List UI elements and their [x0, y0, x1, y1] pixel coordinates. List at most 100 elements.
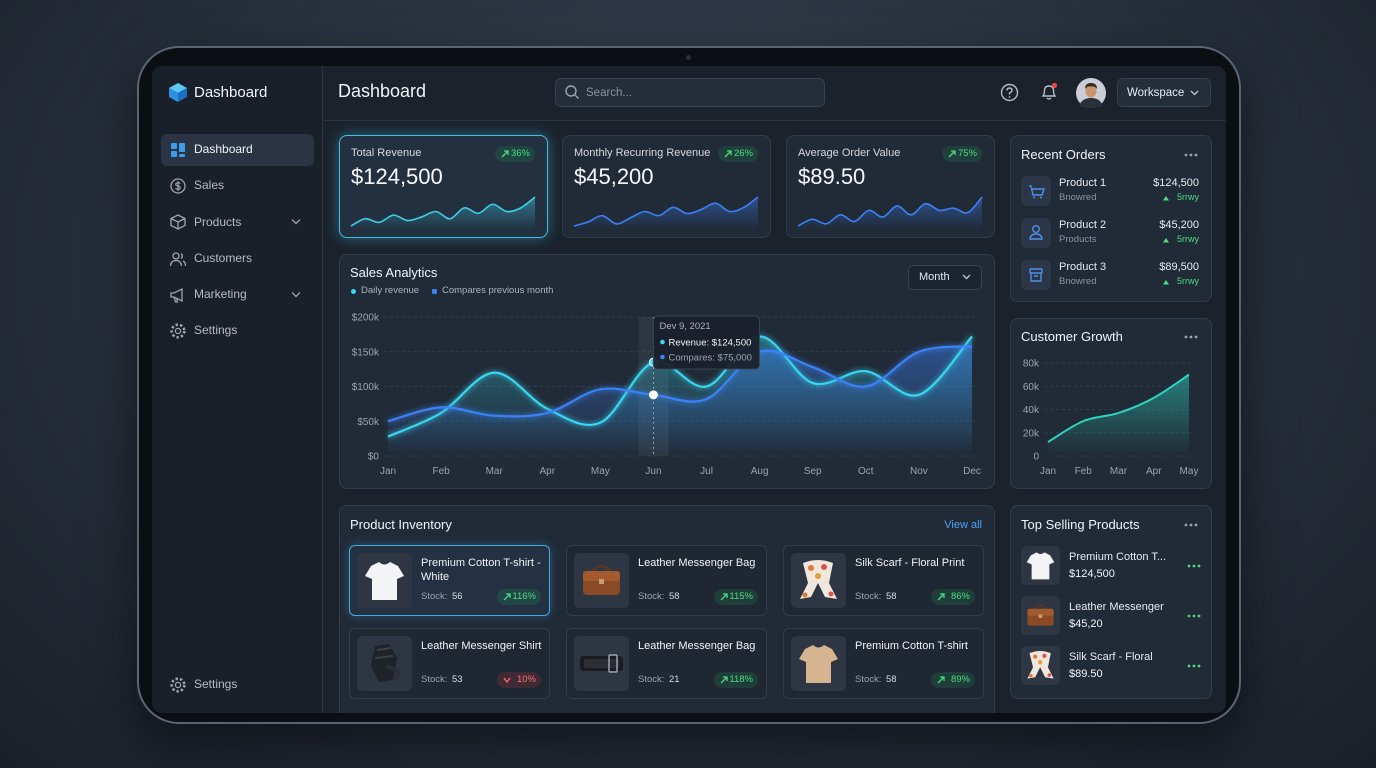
nav-label: Sales [194, 178, 225, 193]
order-sub: Bnowred [1059, 191, 1097, 203]
change-pill [497, 589, 541, 605]
nav-icon [170, 214, 186, 231]
more-menu-part [1192, 664, 1196, 668]
change-pill [714, 589, 758, 605]
stock-value: 53 [452, 673, 463, 685]
product-name: Premium Cotton T... [1069, 550, 1166, 563]
nav-label: Products [194, 214, 242, 229]
more-menu-part [1197, 614, 1201, 618]
search-icon-part [565, 85, 577, 97]
nav-icon-part [180, 252, 187, 266]
notifications-button-part [1041, 85, 1057, 100]
help-button-part [1006, 87, 1013, 95]
workspace-button[interactable] [1117, 78, 1211, 107]
change-value: 115% [729, 590, 753, 602]
search-icon-part [574, 94, 579, 99]
more-menu-part [1189, 523, 1193, 527]
change-pill [714, 672, 758, 688]
help-button-part [1000, 83, 1019, 102]
product-name: Premium Cotton T-shirt [855, 639, 968, 652]
nav-icon [170, 178, 186, 194]
nav-icon [170, 677, 186, 693]
order-icon-bg [1021, 260, 1051, 290]
trend-arrow [948, 150, 956, 158]
product-image [1027, 604, 1054, 626]
nav-active-bg [161, 134, 314, 166]
nav-icon-part [171, 151, 177, 157]
product-image-part [592, 564, 611, 572]
more-menu-part [1189, 153, 1193, 157]
order-sub: Bnowred [1059, 275, 1097, 287]
stock-label: Stock: [421, 590, 448, 602]
user-avatar [1076, 78, 1106, 108]
product-image [583, 564, 620, 595]
order-sub: Products [1059, 233, 1097, 245]
kpi-value: $45,200 [574, 163, 654, 189]
nav-chevron [291, 219, 301, 225]
view-all-link[interactable]: View all [944, 518, 982, 531]
search-box[interactable] [555, 78, 825, 107]
nav-icon [171, 143, 185, 157]
change-pill [497, 672, 541, 688]
trend-arrow-part [501, 150, 509, 158]
page-title: Dashboard [338, 81, 427, 102]
more-menu-part [1194, 523, 1198, 527]
legend-label: Daily revenue [361, 284, 420, 296]
workspace-label: Workspace [1127, 86, 1185, 99]
more-menu-part [1184, 153, 1188, 157]
trend-arrow [724, 150, 732, 158]
help-button [1000, 83, 1019, 102]
change-value: 86% [950, 590, 970, 602]
trend-arrow [503, 677, 511, 684]
product-image-part [371, 644, 397, 682]
product-image [1027, 650, 1054, 679]
nav-icon-part [172, 251, 180, 260]
product-image [371, 644, 402, 682]
change-pill [718, 146, 758, 162]
order-icon-part [1029, 233, 1043, 240]
trend-arrow [501, 150, 509, 158]
product-image-part [828, 591, 834, 597]
chart-title: Sales Analytics [350, 264, 438, 280]
product-image-part [1038, 660, 1043, 665]
product-name: Premium Cotton T-shirt - White [421, 556, 541, 584]
more-menu-part [1194, 153, 1198, 157]
product-image-part [584, 659, 619, 668]
stock-label: Stock: [638, 673, 665, 685]
nav-chevron-part [291, 291, 301, 298]
stock-label: Stock: [638, 590, 665, 602]
card-title: Product Inventory [350, 516, 452, 532]
nav-chevron [291, 291, 301, 298]
nav-label: Marketing [194, 287, 247, 301]
more-menu-part [1187, 564, 1191, 568]
change-value: 75% [957, 147, 977, 159]
order-icon [1029, 224, 1043, 240]
stock-value: 58 [669, 590, 680, 602]
header-divider [323, 120, 1226, 121]
nav-chevron-part [291, 219, 301, 225]
brand-logo-part [178, 88, 187, 102]
period-dropdown[interactable] [908, 265, 982, 290]
nav-icon [170, 287, 183, 303]
product-image-part [799, 645, 838, 683]
nav-icon-part [171, 143, 177, 149]
change-value: 116% [512, 590, 536, 602]
more-menu-part [1197, 664, 1201, 668]
more-menu [1187, 564, 1201, 568]
legend-label: Compares previous month [442, 284, 554, 296]
nav-icon-part [170, 287, 183, 303]
nav-label: Settings [194, 323, 238, 338]
more-menu-part [1189, 335, 1193, 339]
trend-arrow-part [937, 593, 945, 601]
product-image [365, 562, 404, 600]
change-pill [931, 672, 975, 688]
order-amount: $45,200 [1159, 218, 1199, 231]
stock-value: 58 [886, 590, 897, 602]
order-icon-part [1029, 185, 1045, 196]
period-label: Month [919, 270, 950, 283]
more-menu-part [1184, 335, 1188, 339]
nav-label: Dashboard [194, 142, 253, 157]
product-price: $89.50 [1069, 667, 1103, 680]
more-menu-part [1184, 523, 1188, 527]
more-menu [1187, 664, 1201, 668]
